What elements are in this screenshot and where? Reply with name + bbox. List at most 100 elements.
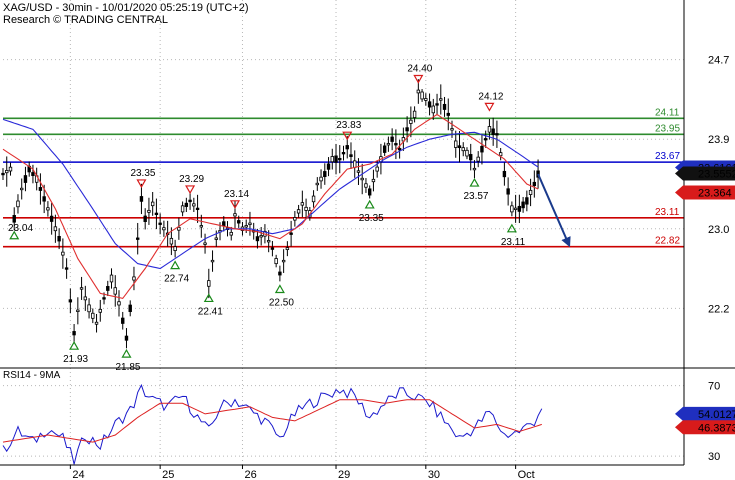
price-candle bbox=[334, 155, 338, 163]
price-candle bbox=[461, 147, 465, 152]
rsi-panel-title: RSI14 - 9MA bbox=[3, 370, 61, 381]
price-candle bbox=[38, 187, 43, 191]
swing-low-marker bbox=[9, 230, 20, 240]
price-candle bbox=[203, 242, 207, 245]
swing-high-marker bbox=[229, 200, 241, 210]
price-candle bbox=[117, 301, 121, 306]
price-candle bbox=[483, 138, 488, 141]
swing-low-label: 22.74 bbox=[164, 274, 189, 285]
grid-layer bbox=[3, 0, 684, 465]
price-candle bbox=[162, 227, 166, 231]
price-candle bbox=[192, 203, 196, 207]
price-tag-label: 23.5552 bbox=[698, 169, 735, 181]
price-candle bbox=[266, 240, 271, 243]
price-candle bbox=[525, 197, 529, 205]
price-tag-bg bbox=[675, 166, 735, 181]
price-candle bbox=[61, 251, 65, 256]
swing-high-label: 24.12 bbox=[478, 91, 503, 102]
price-candle bbox=[244, 225, 248, 228]
price-candle bbox=[98, 308, 102, 313]
swing-low-marker bbox=[506, 223, 517, 233]
price-candle bbox=[409, 119, 413, 124]
price-candle bbox=[375, 166, 379, 172]
price-candle bbox=[136, 237, 140, 240]
y-tick-label: 24.7 bbox=[708, 55, 729, 67]
price-candle bbox=[210, 259, 215, 263]
swing-high-marker bbox=[342, 131, 353, 141]
swing-low-marker bbox=[469, 177, 480, 187]
price-candle bbox=[386, 143, 391, 146]
price-candle bbox=[199, 225, 204, 228]
price-candle bbox=[506, 188, 510, 195]
price-candle bbox=[222, 221, 226, 227]
price-candle bbox=[498, 152, 503, 157]
price-candle bbox=[390, 136, 394, 142]
swing-low-marker bbox=[69, 340, 80, 350]
projection-arrow bbox=[537, 173, 571, 248]
swing-low-marker bbox=[121, 348, 132, 358]
price-candle bbox=[214, 237, 218, 240]
price-candle bbox=[109, 274, 114, 283]
chart-header-symbol: XAG/USD - 30min - 10/01/2020 05:25:19 (U… bbox=[3, 2, 249, 14]
rsi-tag-bg bbox=[675, 406, 735, 421]
price-candle bbox=[207, 280, 211, 287]
price-candle bbox=[150, 201, 155, 207]
swing-high-label: 23.14 bbox=[224, 189, 249, 200]
price-candle bbox=[487, 126, 492, 133]
level-label-resistance: 24.11 bbox=[655, 107, 680, 118]
price-candle bbox=[353, 160, 357, 168]
price-candle bbox=[42, 196, 46, 202]
price-candle bbox=[293, 217, 297, 221]
swing-low-marker bbox=[364, 199, 375, 209]
price-candle bbox=[431, 105, 436, 114]
price-candle bbox=[158, 222, 162, 225]
swing-low-marker bbox=[274, 284, 285, 294]
price-candle bbox=[64, 267, 69, 270]
price-candle bbox=[349, 154, 353, 157]
price-series-layer bbox=[1, 79, 571, 349]
price-candle bbox=[278, 271, 282, 276]
price-candle bbox=[248, 222, 252, 225]
x-tick-label: 29 bbox=[338, 469, 350, 480]
price-candle bbox=[173, 246, 177, 251]
price-candle bbox=[154, 212, 159, 215]
price-candle bbox=[169, 237, 174, 245]
price-candle bbox=[20, 187, 24, 191]
price-candle bbox=[57, 236, 61, 242]
price-candle bbox=[16, 200, 20, 208]
price-candle bbox=[68, 299, 73, 303]
price-candle bbox=[124, 335, 129, 341]
price-candle bbox=[296, 209, 301, 214]
price-candle bbox=[412, 110, 417, 118]
y-tick-label: 23.0 bbox=[708, 224, 729, 236]
price-candle bbox=[341, 152, 346, 155]
price-candle bbox=[472, 167, 477, 171]
price-candle bbox=[121, 317, 125, 324]
price-candle bbox=[259, 235, 263, 238]
price-candle bbox=[49, 215, 54, 222]
price-candle bbox=[53, 226, 58, 232]
price-candle bbox=[229, 231, 233, 236]
price-candle bbox=[87, 304, 91, 313]
price-candle bbox=[397, 148, 402, 151]
price-candle bbox=[113, 287, 117, 295]
price-candle bbox=[416, 89, 421, 94]
swing-high-marker bbox=[185, 185, 196, 195]
price-candle bbox=[23, 175, 28, 183]
price-candle bbox=[274, 258, 278, 265]
price-candle bbox=[367, 188, 372, 196]
ma-fast-line bbox=[2, 113, 539, 300]
price-candle bbox=[394, 143, 398, 146]
rsi-ma-line bbox=[2, 399, 542, 443]
y-tick-label: 23.9 bbox=[708, 134, 729, 146]
rsi-line bbox=[2, 383, 543, 465]
x-tick-label: 30 bbox=[428, 469, 440, 480]
swing-high-marker bbox=[484, 102, 495, 112]
chart-header-source: Research © TRADING CENTRAL bbox=[3, 14, 168, 26]
price-candle bbox=[338, 157, 342, 161]
swing-low-label: 23.57 bbox=[463, 191, 488, 202]
price-candle bbox=[91, 312, 95, 319]
price-candle bbox=[5, 170, 9, 174]
